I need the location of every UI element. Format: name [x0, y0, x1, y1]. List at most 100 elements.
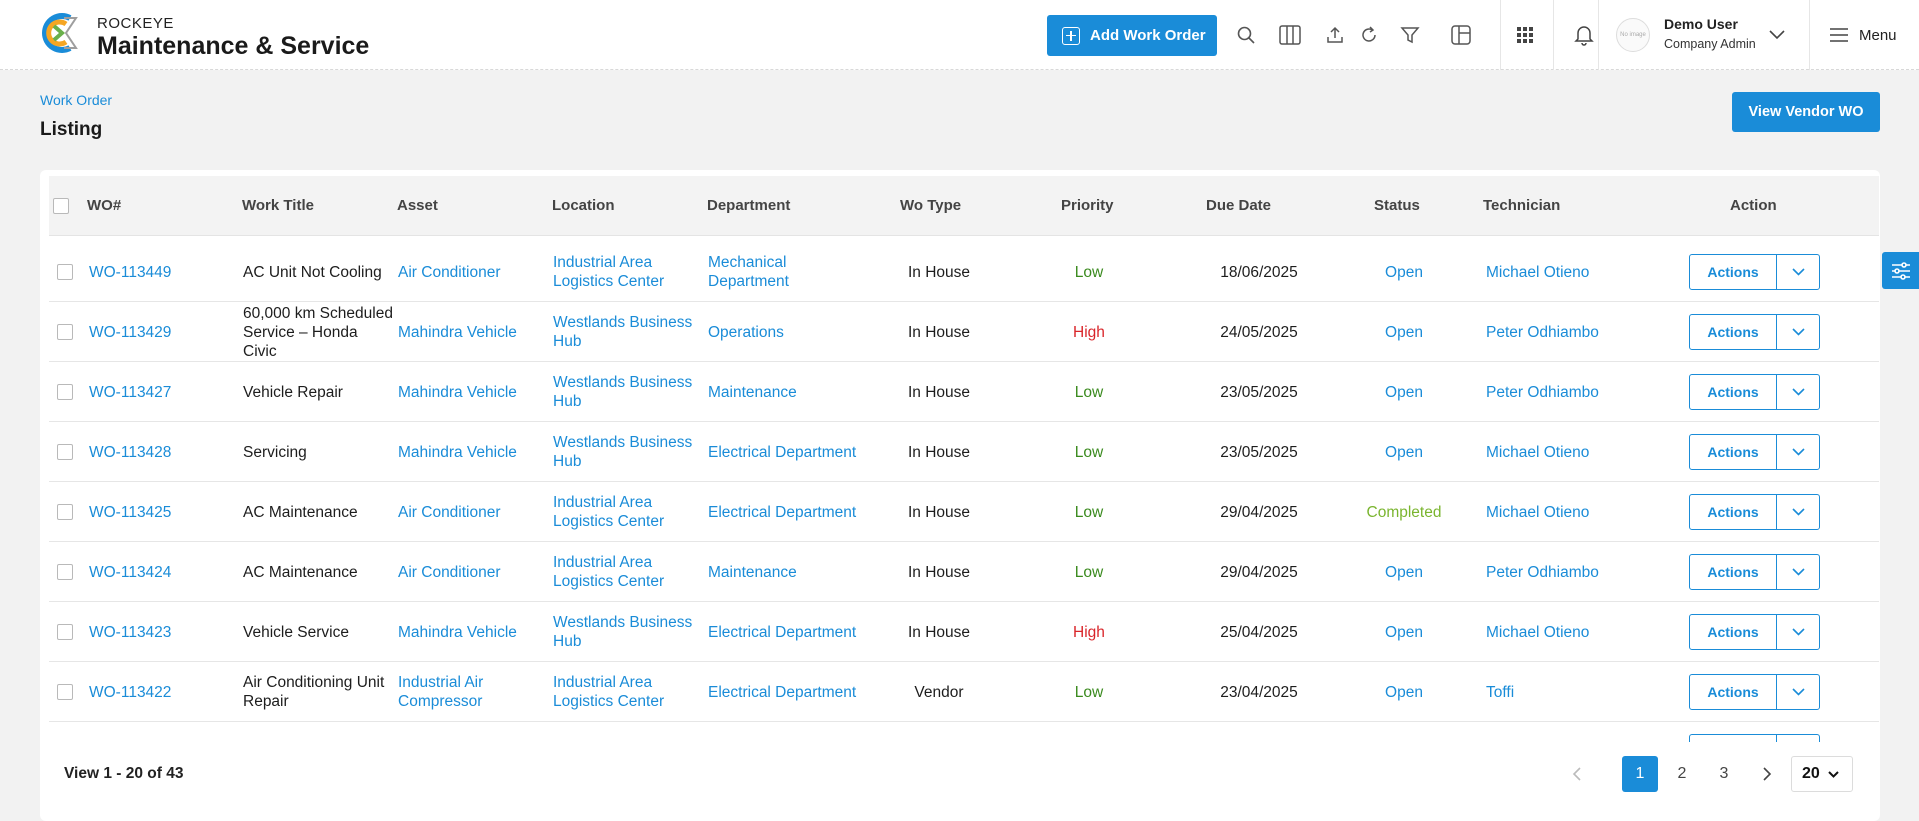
- row-actions-button[interactable]: Actions: [1689, 314, 1820, 350]
- department-link[interactable]: Electrical Department: [708, 623, 857, 641]
- page-2-button[interactable]: 2: [1677, 765, 1687, 782]
- technician-link[interactable]: Toffi: [1486, 683, 1515, 701]
- column-header-asset[interactable]: Asset: [397, 197, 438, 214]
- table-body[interactable]: WO-113449 AC Unit Not Cooling Air Conditio…: [49, 242, 1879, 742]
- column-header-wo-type[interactable]: Wo Type: [900, 197, 962, 214]
- avatar[interactable]: No image: [1616, 18, 1650, 52]
- chevron-down-icon[interactable]: [1777, 495, 1819, 529]
- location-link[interactable]: Industrial Area Logistics Center: [553, 254, 665, 290]
- chevron-down-icon[interactable]: [1777, 375, 1819, 409]
- upload-icon[interactable]: [1322, 22, 1348, 48]
- asset-link[interactable]: Mahindra Vehicle: [398, 323, 517, 341]
- page-3-button[interactable]: 3: [1719, 765, 1729, 782]
- row-checkbox[interactable]: [57, 624, 73, 640]
- actions-label[interactable]: Actions: [1690, 615, 1777, 649]
- row-checkbox[interactable]: [57, 504, 73, 520]
- column-header-wo[interactable]: WO#: [87, 197, 122, 214]
- row-actions-button[interactable]: Actions: [1689, 374, 1820, 410]
- chevron-down-icon[interactable]: [1777, 615, 1819, 649]
- row-checkbox[interactable]: [57, 444, 73, 460]
- row-actions-button[interactable]: Actions: [1689, 554, 1820, 590]
- location-link[interactable]: Westlands Business Hub: [553, 374, 693, 410]
- department-link[interactable]: Operations: [708, 323, 784, 341]
- layout-icon[interactable]: [1448, 22, 1474, 48]
- location-link[interactable]: Mombasa Trade: [553, 722, 703, 742]
- wo-link[interactable]: WO-113429: [89, 323, 172, 341]
- wo-link[interactable]: WO-113428: [89, 443, 172, 461]
- wo-link[interactable]: WO-113425: [89, 503, 172, 521]
- menu-button[interactable]: Menu: [1859, 27, 1897, 44]
- row-checkbox[interactable]: [57, 264, 73, 280]
- chevron-down-icon[interactable]: [1777, 675, 1819, 709]
- page-1-button[interactable]: 1: [1622, 756, 1658, 792]
- columns-icon[interactable]: [1277, 22, 1303, 48]
- table-row[interactable]: WO-113428 Servicing Mahindra Vehicle Westla…: [49, 422, 1879, 482]
- technician-link[interactable]: [1486, 722, 1676, 742]
- table-row[interactable]: WO-113427 Vehicle Repair Mahindra Vehicle W…: [49, 362, 1879, 422]
- wo-link[interactable]: WO-113424: [89, 563, 172, 581]
- row-checkbox[interactable]: [57, 564, 73, 580]
- table-row[interactable]: WO-113424 AC Maintenance Air Conditioner In…: [49, 542, 1879, 602]
- table-row[interactable]: GeneratorBackup DieselMombasa Trade Actio…: [49, 722, 1879, 742]
- actions-label[interactable]: Actions: [1690, 735, 1777, 742]
- next-page-button[interactable]: [1749, 756, 1785, 792]
- department-link[interactable]: Maintenance: [708, 383, 797, 401]
- breadcrumb[interactable]: Work Order: [40, 92, 113, 108]
- department-link[interactable]: [708, 722, 858, 742]
- row-actions-button[interactable]: Actions: [1689, 494, 1820, 530]
- wo-link[interactable]: WO-113422: [89, 683, 172, 701]
- table-row[interactable]: WO-113422 Air Conditioning Unit Repair Ind…: [49, 662, 1879, 722]
- asset-link[interactable]: Mahindra Vehicle: [398, 623, 517, 641]
- technician-link[interactable]: Peter Odhiambo: [1486, 563, 1599, 581]
- actions-label[interactable]: Actions: [1690, 495, 1777, 529]
- location-link[interactable]: Industrial Area Logistics Center: [553, 674, 665, 710]
- wo-link[interactable]: WO-113423: [89, 623, 172, 641]
- technician-link[interactable]: Michael Otieno: [1486, 503, 1590, 521]
- column-header-due-date[interactable]: Due Date: [1206, 197, 1272, 214]
- department-link[interactable]: Electrical Department: [708, 683, 857, 701]
- select-all-checkbox[interactable]: [53, 198, 69, 214]
- location-link[interactable]: Westlands Business Hub: [553, 314, 693, 350]
- sliders-icon[interactable]: [1882, 252, 1919, 289]
- apps-grid-icon[interactable]: [1512, 22, 1538, 48]
- department-link[interactable]: Mechanical Department: [708, 254, 789, 290]
- row-actions-button[interactable]: Actions: [1689, 734, 1820, 742]
- page-size-select[interactable]: 20: [1791, 756, 1853, 792]
- user-name[interactable]: Demo User: [1664, 16, 1738, 32]
- department-link[interactable]: Electrical Department: [708, 503, 857, 521]
- location-link[interactable]: Industrial Area Logistics Center: [553, 554, 665, 590]
- technician-link[interactable]: Michael Otieno: [1486, 443, 1590, 461]
- view-vendor-wo-button[interactable]: View Vendor WO: [1732, 92, 1880, 132]
- asset-link[interactable]: Air Conditioner: [398, 503, 501, 521]
- actions-label[interactable]: Actions: [1690, 315, 1777, 349]
- row-checkbox[interactable]: [57, 684, 73, 700]
- row-actions-button[interactable]: Actions: [1689, 254, 1820, 290]
- asset-link[interactable]: Air Conditioner: [398, 263, 501, 281]
- chevron-down-icon[interactable]: [1777, 255, 1819, 289]
- search-icon[interactable]: [1233, 22, 1259, 48]
- filter-icon[interactable]: [1397, 22, 1423, 48]
- column-header-status[interactable]: Status: [1374, 197, 1420, 214]
- chevron-down-icon[interactable]: [1777, 555, 1819, 589]
- chevron-down-icon[interactable]: [1777, 315, 1819, 349]
- location-link[interactable]: Westlands Business Hub: [553, 614, 693, 650]
- department-link[interactable]: Electrical Department: [708, 443, 857, 461]
- location-link[interactable]: Westlands Business Hub: [553, 434, 693, 470]
- row-checkbox[interactable]: [57, 324, 73, 340]
- technician-link[interactable]: Peter Odhiambo: [1486, 383, 1599, 401]
- bell-icon[interactable]: [1571, 22, 1597, 48]
- prev-page-button[interactable]: [1559, 756, 1595, 792]
- asset-link[interactable]: Industrial Air Compressor: [398, 674, 484, 710]
- table-row[interactable]: WO-113429 60,000 km Scheduled Service – H…: [49, 302, 1879, 362]
- actions-label[interactable]: Actions: [1690, 675, 1777, 709]
- actions-label[interactable]: Actions: [1690, 255, 1777, 289]
- row-actions-button[interactable]: Actions: [1689, 614, 1820, 650]
- location-link[interactable]: Industrial Area Logistics Center: [553, 494, 665, 530]
- chevron-down-icon[interactable]: [1777, 735, 1819, 742]
- row-actions-button[interactable]: Actions: [1689, 674, 1820, 710]
- chevron-down-icon[interactable]: [1777, 435, 1819, 469]
- asset-link[interactable]: Backup Diesel: [398, 722, 548, 742]
- add-work-order-button[interactable]: Add Work Order: [1047, 15, 1217, 56]
- actions-label[interactable]: Actions: [1690, 375, 1777, 409]
- technician-link[interactable]: Peter Odhiambo: [1486, 323, 1599, 341]
